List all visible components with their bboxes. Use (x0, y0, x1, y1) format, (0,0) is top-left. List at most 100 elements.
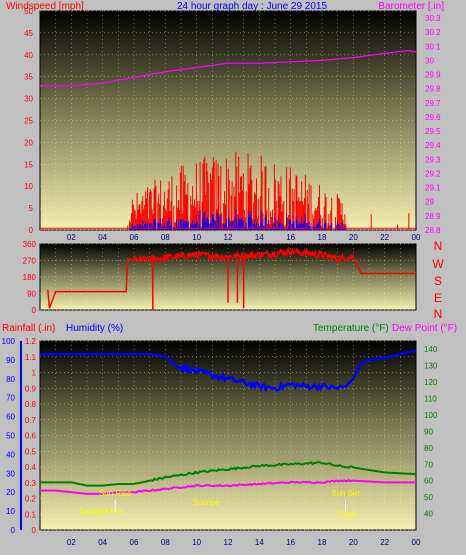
barometer-line (40, 49, 417, 87)
wind-x-tick-label: 12 (224, 233, 233, 242)
temperature-y-tick-label: 60 (424, 477, 433, 486)
compass-e: E (434, 291, 442, 305)
wind-series (40, 151, 416, 310)
temperature-axis-label: Temperature (°F) (313, 323, 389, 334)
barometer-y-tick-label: 29.9 (425, 71, 441, 80)
dewpoint-axis-label: Dew Point (°F) (392, 323, 457, 334)
rain-y-tick-label: 0.2 (25, 495, 37, 504)
wind-x-tick-label: 20 (349, 233, 358, 242)
humidity-y-tick-label: 0 (11, 526, 16, 535)
rain-y-tick-label: 1 (32, 369, 37, 378)
humidity-y-tick-label: 70 (6, 394, 15, 403)
humidity-y-tick-label: 40 (6, 450, 15, 459)
barometer-y-tick-label: 28.8 (425, 226, 441, 235)
wind-y-tick-label: 15 (24, 160, 33, 169)
humidity-y-tick-label: 10 (6, 507, 15, 516)
rain-y-tick-label: 0.3 (25, 479, 37, 488)
wind-x-tick-label: 08 (161, 233, 170, 242)
humidity-y-tick-label: 60 (6, 413, 15, 422)
barometer-y-tick-label: 29.2 (425, 169, 441, 178)
wind-y-tick-label: 40 (24, 51, 33, 60)
wind-y-tick-label: 25 (24, 117, 33, 126)
temperature-y-tick-label: 50 (424, 493, 433, 502)
wind-x-tick-label: 16 (286, 233, 295, 242)
temperature-y-tick-label: 100 (424, 411, 438, 420)
barometer-y-tick-label: 28.9 (425, 212, 441, 221)
annotation-label: Dusk (338, 510, 357, 519)
annotation-label: Sun Rise (99, 489, 132, 498)
wind-direction-line (47, 246, 416, 309)
wind-x-tick-label: 00 (412, 233, 421, 242)
temperature-y-tick-label: 120 (424, 378, 438, 387)
compass-w: W (432, 257, 444, 271)
barometer-y-tick-label: 29 (425, 198, 434, 207)
wind-x-tick-label: 02 (67, 233, 76, 242)
rain-y-tick-label: 1.1 (25, 353, 37, 362)
rain-x-tick-label: 22 (380, 538, 389, 547)
barometer-y-tick-label: 30.3 (425, 14, 441, 23)
direction-y-tick-label: 270 (23, 257, 37, 266)
rain-y-tick-label: 0.4 (25, 463, 37, 472)
rain-x-tick-label: 14 (255, 538, 264, 547)
barometer-y-tick-label: 30.2 (425, 28, 441, 37)
humidity-y-tick-label: 30 (6, 469, 15, 478)
wind-y-tick-label: 35 (24, 73, 33, 82)
humidity-y-tick-label: 100 (2, 337, 16, 346)
direction-y-tick-label: 90 (27, 290, 36, 299)
rain-x-tick-label: 04 (98, 538, 107, 547)
wind-x-tick-label: 14 (255, 233, 264, 242)
humidity-y-tick-label: 80 (6, 375, 15, 384)
rain-y-tick-label: 0.6 (25, 432, 37, 441)
barometer-y-tick-label: 29.3 (425, 155, 441, 164)
rainfall-axis-label: Rainfall (.in) (2, 323, 55, 334)
barometer-y-tick-label: 29.7 (425, 99, 441, 108)
wind-x-tick-label: 18 (318, 233, 327, 242)
header-windspeed-label: Windspeed [mph] (6, 1, 84, 12)
rain-x-tick-label: 00 (412, 538, 421, 547)
temperature-y-tick-label: 130 (424, 362, 438, 371)
temperature-y-tick-label: 140 (424, 345, 438, 354)
barometer-y-tick-label: 29.6 (425, 113, 441, 122)
temperature-y-tick-label: 80 (424, 444, 433, 453)
wind-y-tick-label: 10 (24, 182, 33, 191)
annotation-label: Sun Set (331, 489, 360, 498)
wind-y-tick-label: 30 (24, 95, 33, 104)
wind-y-tick-label: 50 (24, 7, 33, 16)
rain-y-tick-label: 0 (32, 526, 37, 535)
rain-y-tick-label: 0.9 (25, 384, 37, 393)
temperature-y-tick-label: 110 (424, 395, 437, 404)
wind-x-tick-label: 06 (130, 233, 139, 242)
rain-x-tick-label: 18 (318, 538, 327, 547)
temperature-line (40, 461, 417, 487)
wind-x-tick-label: 10 (192, 233, 201, 242)
barometer-y-tick-label: 30.1 (425, 42, 441, 51)
temperature-y-tick-label: 70 (424, 460, 433, 469)
rain-y-tick-label: 0.5 (25, 447, 37, 456)
annotation-label: Sunrise (193, 498, 221, 507)
header-barometer-label: Barometer [.in] (378, 1, 444, 12)
annotation-label: Daylight Hrs (79, 507, 123, 516)
barometer-y-tick-label: 30 (425, 56, 434, 65)
rain-x-tick-label: 06 (130, 538, 139, 547)
compass-n-bottom: N (434, 307, 443, 321)
header-title: 24 hour graph day : June 29 2015 (177, 1, 328, 12)
rain-y-tick-label: 0.7 (25, 416, 37, 425)
barometer-y-tick-label: 29.1 (425, 184, 441, 193)
rain-panel-grid (40, 340, 416, 531)
humidity-axis-label: Humidity (%) (66, 323, 123, 334)
compass-n-top: N (434, 239, 443, 253)
temperature-y-tick-label: 90 (424, 427, 433, 436)
direction-y-tick-label: 0 (32, 306, 37, 315)
humidity-y-tick-label: 20 (6, 488, 15, 497)
wind-x-tick-label: 04 (98, 233, 107, 242)
dewpoint-line (40, 478, 416, 495)
rain-x-tick-label: 10 (192, 538, 201, 547)
wind-y-tick-label: 45 (24, 29, 33, 38)
wind-y-tick-label: 0 (29, 226, 34, 235)
rain-x-tick-label: 12 (224, 538, 233, 547)
rain-x-tick-label: 02 (67, 538, 76, 547)
humidity-line (40, 349, 417, 393)
direction-y-tick-label: 360 (23, 240, 37, 249)
